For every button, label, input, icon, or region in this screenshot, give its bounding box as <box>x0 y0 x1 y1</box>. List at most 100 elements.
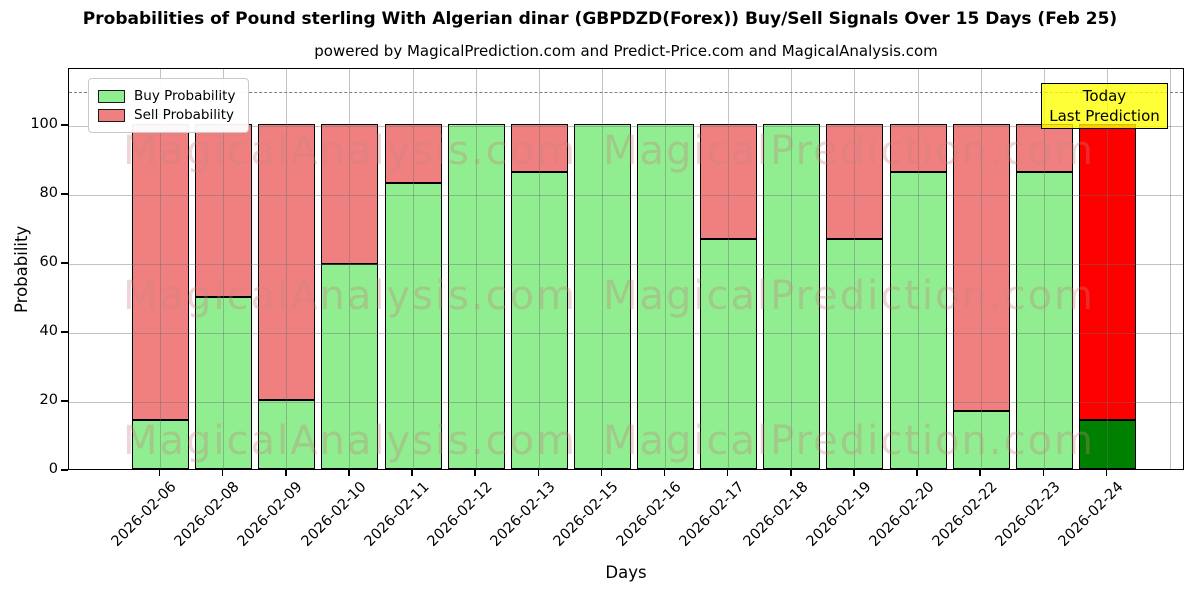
legend-label: Sell Probability <box>134 107 235 123</box>
v-gridline <box>1043 69 1045 469</box>
v-gridline <box>412 69 414 469</box>
x-tick-label: 2026-02-09 <box>235 479 307 550</box>
today-annotation-line2: Last Prediction <box>1049 107 1160 125</box>
x-tick-label: 2026-02-18 <box>740 479 812 550</box>
watermark-left: MagicalAnalysis.com <box>122 128 578 174</box>
x-tick-mark <box>221 470 224 476</box>
v-gridline <box>1106 69 1108 469</box>
h-gridline <box>69 125 1183 127</box>
chart-subtitle: powered by MagicalPrediction.com and Pre… <box>314 42 938 60</box>
x-tick-mark <box>1042 470 1045 476</box>
today-annotation: Today Last Prediction <box>1041 83 1168 129</box>
buy-segment <box>1078 419 1136 469</box>
x-tick-label: 2026-02-08 <box>172 479 243 550</box>
bar-2026-02-06 <box>132 124 189 469</box>
x-tick-label: 2026-02-10 <box>298 479 370 550</box>
bar-2026-02-24 <box>1078 124 1136 469</box>
buy-segment <box>637 124 695 469</box>
y-tick-label: 40 <box>39 323 58 339</box>
x-tick-mark <box>158 470 161 476</box>
legend-entry: Buy Probability <box>98 88 235 104</box>
x-tick-mark <box>411 470 413 476</box>
bar-2026-02-23 <box>1015 124 1073 469</box>
x-tick-label: 2026-02-24 <box>1055 479 1127 550</box>
bar-2026-02-17 <box>700 124 758 469</box>
bar-2026-02-11 <box>384 124 442 469</box>
bar-2026-02-22 <box>952 124 1010 469</box>
bar-2026-02-15 <box>573 124 631 469</box>
v-gridline <box>160 69 161 469</box>
bar-2026-02-08 <box>195 124 253 469</box>
v-gridline <box>665 69 667 469</box>
v-gridline <box>728 69 730 469</box>
sell-segment <box>321 124 379 264</box>
y-tick-label: 20 <box>39 392 58 408</box>
x-tick-label: 2026-02-19 <box>803 479 875 550</box>
watermark-left: MagicalAnalysis.com <box>122 418 578 464</box>
sell-segment <box>952 124 1010 412</box>
v-gridline <box>349 69 351 469</box>
today-annotation-line1: Today <box>1082 86 1127 105</box>
x-tick-label: 2026-02-11 <box>361 479 433 550</box>
v-gridline <box>917 69 919 469</box>
y-tick-label: 0 <box>48 461 58 477</box>
v-gridline <box>1170 69 1172 469</box>
sell-segment <box>1015 124 1073 173</box>
y-tick-label: 80 <box>39 185 58 201</box>
buy-segment <box>700 238 758 469</box>
dashed-guide-line <box>69 91 1183 93</box>
sell-segment <box>826 124 884 239</box>
y-tick-mark <box>61 331 68 333</box>
x-tick-mark <box>1105 470 1108 476</box>
x-tick-label: 2026-02-16 <box>613 479 685 550</box>
legend-swatch <box>98 89 125 103</box>
h-gridline <box>69 332 1183 334</box>
x-tick-label: 2026-02-20 <box>866 479 938 550</box>
bar-2026-02-19 <box>826 124 884 469</box>
x-tick-label: 2026-02-06 <box>108 479 180 550</box>
buy-segment <box>763 124 821 469</box>
sell-segment <box>1078 124 1136 420</box>
v-gridline <box>223 69 225 469</box>
x-tick-label: 2026-02-13 <box>487 479 559 550</box>
y-tick-label: 100 <box>30 116 58 132</box>
x-axis-label: Days <box>605 563 647 582</box>
buy-segment <box>447 124 505 469</box>
buy-segment <box>321 263 379 469</box>
bar-2026-02-09 <box>258 124 316 469</box>
sell-segment <box>384 124 442 183</box>
sell-segment <box>889 124 947 173</box>
x-tick-mark <box>663 470 666 476</box>
x-tick-mark <box>285 470 287 476</box>
v-gridline <box>538 69 540 469</box>
buy-segment <box>195 296 253 469</box>
buy-segment <box>889 172 947 469</box>
v-gridline <box>286 69 288 469</box>
buy-segment <box>510 172 568 469</box>
buy-segment <box>1015 172 1073 469</box>
buy-segment <box>952 411 1010 469</box>
y-tick-label: 60 <box>39 254 58 270</box>
watermark-right: MagicalPrediction.com <box>603 273 1095 319</box>
legend: Buy Probability Sell Probability <box>88 78 250 133</box>
x-tick-label: 2026-02-12 <box>424 479 496 550</box>
x-tick-label: 2026-02-17 <box>677 479 748 550</box>
sell-segment <box>132 124 189 420</box>
buy-segment <box>826 238 884 469</box>
sell-segment <box>258 124 316 400</box>
bar-2026-02-20 <box>889 124 947 469</box>
y-tick-mark <box>61 400 68 402</box>
legend-label: Buy Probability <box>134 88 236 104</box>
x-tick-mark <box>790 470 792 476</box>
x-tick-mark <box>726 470 729 476</box>
buy-segment <box>258 400 316 469</box>
y-tick-mark <box>61 262 68 264</box>
h-gridline <box>69 401 1183 403</box>
bar-2026-02-16 <box>637 124 695 469</box>
bar-2026-02-12 <box>447 124 505 469</box>
x-tick-mark <box>916 470 918 476</box>
x-tick-label: 2026-02-22 <box>929 479 1001 550</box>
watermark-left: MagicalAnalysis.com <box>122 273 578 319</box>
x-tick-mark <box>600 470 603 476</box>
